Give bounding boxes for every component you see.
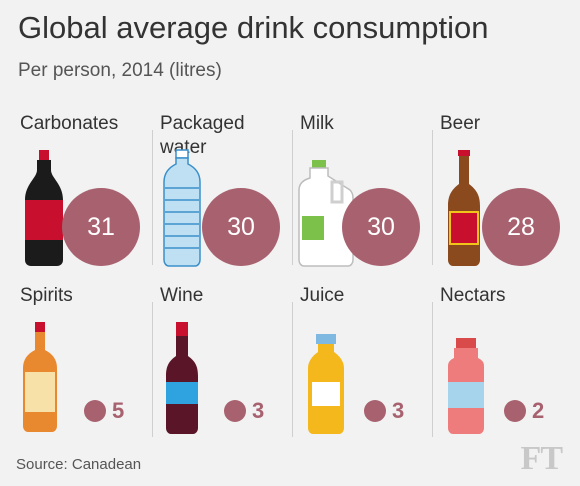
cell-spirits: Spirits 5 — [12, 280, 152, 442]
value-circle: 31 — [62, 188, 140, 266]
source-note: Source: Canadean — [16, 456, 142, 473]
value-label: 2 — [532, 398, 545, 423]
value-circle: 30 — [342, 188, 420, 266]
value-dot — [504, 400, 526, 422]
category-label: Nectars — [440, 285, 506, 306]
wine-bottle-icon — [166, 322, 198, 434]
ft-logo: FT — [520, 440, 563, 477]
category-label: Milk — [300, 113, 334, 134]
value-label: 5 — [112, 398, 125, 423]
chart-title: Global average drink consumption — [18, 10, 489, 45]
category-label: Spirits — [20, 285, 73, 306]
value-label: 30 — [367, 212, 395, 241]
value-dot — [84, 400, 106, 422]
category-label: Carbonates — [20, 113, 119, 134]
value-label: 28 — [507, 212, 535, 241]
category-label: Beer — [440, 113, 481, 134]
drink-grid: Carbonates 31 Packaged water 30 Milk — [12, 108, 572, 437]
water-bottle-icon — [163, 149, 201, 267]
cell-carbonates: Carbonates 31 — [12, 108, 152, 270]
value-label: 30 — [227, 212, 255, 241]
cell-juice: Juice 3 — [292, 280, 432, 442]
value-label: 31 — [87, 212, 115, 241]
value-circle: 30 — [202, 188, 280, 266]
beer-bottle-icon — [448, 150, 480, 266]
cola-bottle-icon — [25, 150, 63, 266]
value-dot — [224, 400, 246, 422]
cell-wine: Wine 3 — [152, 280, 292, 442]
value-circle: 28 — [482, 188, 560, 266]
cell-nectars: Nectars 2 — [432, 280, 572, 442]
category-label: Juice — [300, 285, 345, 306]
value-label: 3 — [392, 398, 405, 423]
value-dot — [364, 400, 386, 422]
chart-subtitle: Per person, 2014 (litres) — [18, 60, 222, 81]
juice-bottle-icon — [308, 334, 344, 434]
value-label: 3 — [252, 398, 265, 423]
spirits-bottle-icon — [23, 322, 57, 432]
cell-beer: Beer 28 — [432, 108, 572, 270]
nectar-bottle-icon — [448, 338, 484, 434]
milk-jug-icon — [298, 160, 354, 267]
cell-packaged-water: Packaged water 30 — [152, 108, 292, 270]
category-label: Wine — [160, 285, 204, 306]
category-label: Packaged water — [160, 113, 245, 158]
cell-milk: Milk 30 — [292, 108, 432, 270]
